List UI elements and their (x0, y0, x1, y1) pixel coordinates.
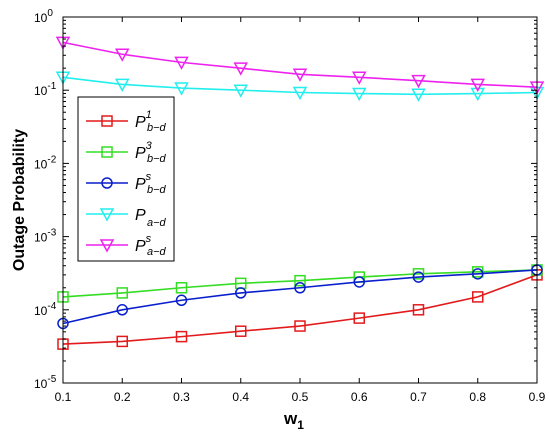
legend-marker (101, 146, 113, 158)
data-point (174, 56, 189, 70)
data-point (472, 268, 484, 280)
x-axis-title-subscript: 1 (297, 418, 304, 432)
legend-box (77, 96, 175, 262)
x-tick-label: 0.8 (469, 390, 486, 404)
legend: P1 b−d P3 b−d Ps b−d Pa−d Ps a−d (77, 96, 175, 262)
data-point (294, 274, 306, 287)
legend-marker (101, 115, 113, 127)
data-point (292, 86, 308, 101)
legend-label: Pa−d (135, 207, 167, 229)
series-layer (55, 36, 545, 350)
data-point (175, 330, 188, 343)
x-tick-label: 0.2 (114, 390, 131, 404)
legend-marker (99, 208, 115, 222)
x-tick-label: 0.1 (55, 390, 72, 404)
data-point (114, 78, 130, 92)
data-point (294, 282, 306, 294)
data-point (294, 320, 306, 332)
data-point (411, 88, 426, 102)
data-point (235, 325, 247, 337)
data-point (412, 304, 425, 316)
y-tick-label: 10-5 (34, 374, 57, 391)
legend-entry: Ps a−d (86, 233, 167, 258)
x-tick-label: 0.6 (351, 390, 368, 404)
data-point (174, 82, 189, 96)
legend-label: P1 b−d (135, 109, 167, 134)
data-point (292, 68, 308, 82)
series-line (62, 269, 538, 325)
legend-marker (99, 239, 115, 253)
x-tick-label: 0.5 (292, 390, 309, 404)
legend-label: Ps b−d (135, 171, 167, 196)
series-line (62, 76, 538, 96)
legend-entry: P3 b−d (86, 140, 167, 165)
x-tick-label: 0.4 (232, 390, 249, 404)
y-tick-label: 10-4 (34, 301, 57, 318)
x-tick-label: 0.7 (410, 390, 427, 404)
data-point (116, 287, 128, 299)
series-line (62, 41, 538, 88)
data-point (351, 71, 367, 85)
data-point (351, 87, 367, 102)
data-point (472, 291, 484, 303)
series-line (62, 269, 538, 298)
legend-label: P3 b−d (135, 140, 167, 165)
data-point (116, 304, 128, 316)
x-axis-title: w1 (283, 409, 304, 432)
y-axis-title: Outage Probability (11, 129, 28, 271)
legend-label: Ps a−d (135, 233, 167, 258)
data-point (175, 282, 188, 294)
data-point (353, 312, 365, 324)
y-tick-label: 100 (34, 8, 53, 25)
y-tick-label: 10-1 (34, 81, 57, 98)
y-tick-label: 10-3 (34, 228, 57, 245)
data-point (116, 335, 128, 348)
data-point (114, 48, 130, 62)
data-point (353, 276, 365, 288)
data-point (235, 287, 247, 299)
legend-entry: P1 b−d (86, 109, 167, 134)
data-point (470, 78, 486, 92)
x-axis-title-main: w (283, 409, 298, 428)
legend-entry: Pa−d (86, 207, 167, 229)
data-point (412, 268, 425, 280)
y-tick-label: 10-2 (34, 154, 57, 171)
x-tick-label: 0.9 (529, 390, 546, 404)
data-point (412, 271, 425, 283)
data-point (470, 87, 486, 102)
legend-marker (101, 177, 113, 189)
data-point (175, 294, 188, 307)
series-2 (57, 264, 543, 330)
legend-entry: Ps b−d (86, 171, 167, 196)
series-line (62, 274, 538, 345)
data-point (233, 62, 249, 76)
series-3 (55, 71, 545, 102)
data-point (411, 74, 426, 89)
x-tick-label: 0.3 (173, 390, 190, 404)
ticks-layer: 0.1 0.2 0.3 0.4 0.5 0.6 0.7 0.8 0.9 10-5 10-4 10-3 1… (34, 8, 546, 404)
data-point (233, 84, 249, 98)
